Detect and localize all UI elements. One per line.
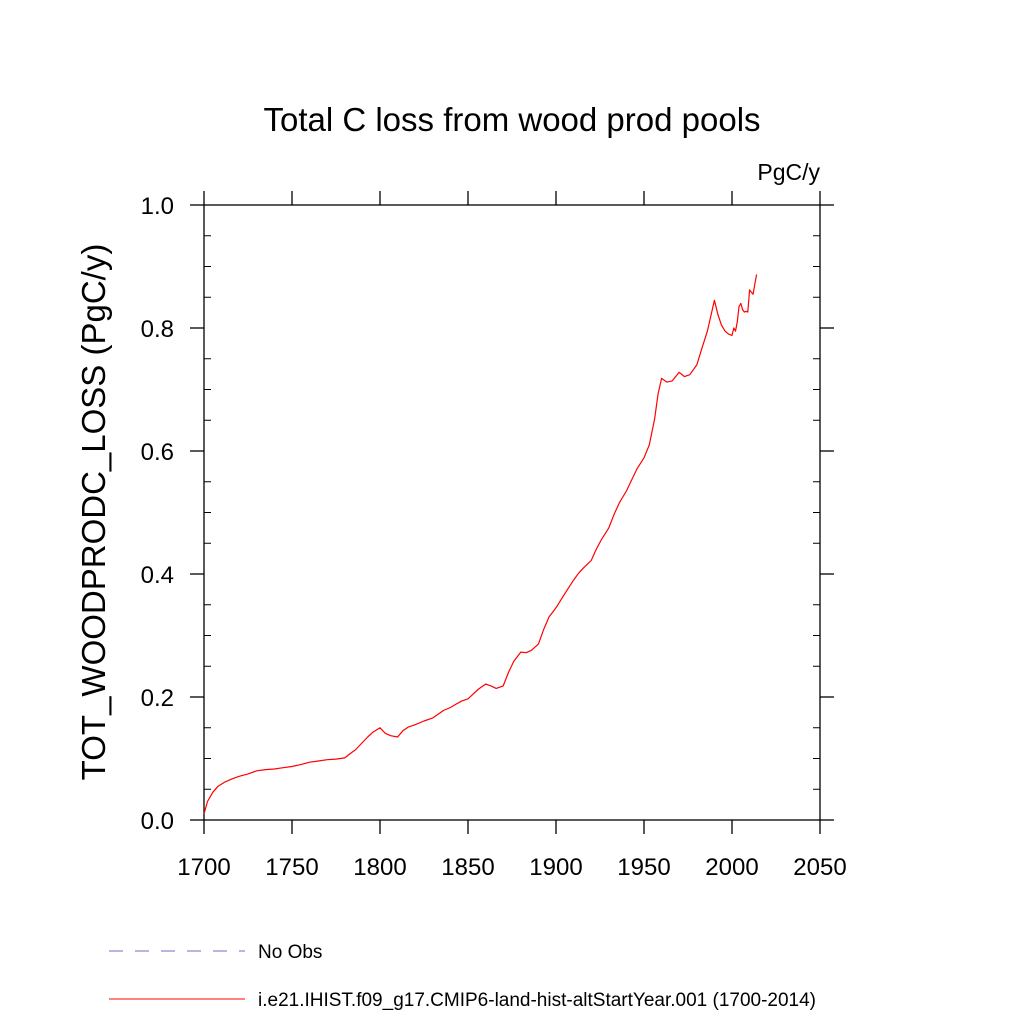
x-tick-label: 1800 xyxy=(353,854,406,881)
minor-ticks xyxy=(204,235,820,790)
units-label: PgC/y xyxy=(757,159,820,185)
series-lines xyxy=(203,274,758,815)
series-line-1 xyxy=(203,274,758,815)
legend: No Obs i.e21.IHIST.f09_g17.CMIP6-land-his… xyxy=(109,942,816,1011)
x-tick-label: 1850 xyxy=(441,854,494,881)
y-tick-label: 0.8 xyxy=(141,316,174,343)
x-tick-label: 1900 xyxy=(529,854,582,881)
legend-label-1: i.e21.IHIST.f09_g17.CMIP6-land-hist-altS… xyxy=(258,990,816,1011)
y-tick-label: 0.6 xyxy=(141,439,174,466)
y-axis-ticks: 0.0 0.2 0.4 0.6 0.8 1.0 xyxy=(141,193,834,835)
x-axis-ticks: 1700 1750 1800 1850 1900 1950 2000 2050 xyxy=(177,191,847,881)
plot-frame xyxy=(203,204,821,821)
x-tick-label: 1950 xyxy=(617,854,670,881)
x-tick-label: 2000 xyxy=(705,854,758,881)
y-tick-label: 0.4 xyxy=(141,562,174,589)
plot-border xyxy=(203,204,821,821)
legend-label-0: No Obs xyxy=(258,942,322,963)
x-tick-label: 1700 xyxy=(177,854,230,881)
y-tick-label: 1.0 xyxy=(141,193,174,220)
y-tick-label: 0.0 xyxy=(141,808,174,835)
x-tick-label: 1750 xyxy=(265,854,318,881)
y-axis-label: TOT_WOODPRODC_LOSS (PgC/y) xyxy=(75,244,112,781)
chart-title: Total C loss from wood prod pools xyxy=(263,101,760,138)
y-tick-label: 0.2 xyxy=(141,685,174,712)
x-tick-label: 2050 xyxy=(793,854,846,881)
